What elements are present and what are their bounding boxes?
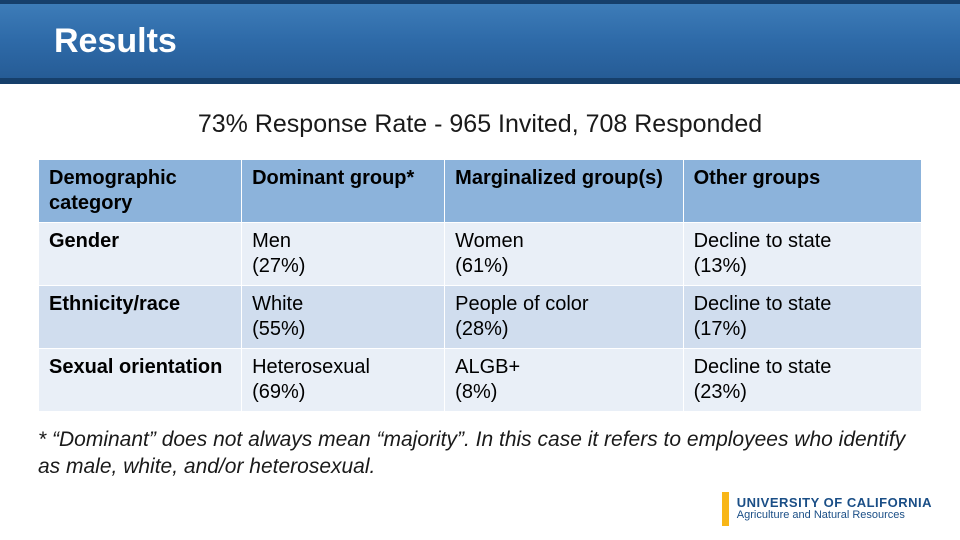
cell-dominant: White(55%) [242,286,445,349]
response-summary: 73% Response Rate - 965 Invited, 708 Res… [0,110,960,139]
table-row: Sexual orientation Heterosexual(69%) ALG… [39,349,922,412]
demographics-table: Demographic category Dominant group* Mar… [38,159,922,412]
table-row: Gender Men(27%) Women(61%) Decline to st… [39,223,922,286]
cell-category: Sexual orientation [39,349,242,412]
demographics-table-wrap: Demographic category Dominant group* Mar… [0,159,960,412]
cell-dominant: Heterosexual(69%) [242,349,445,412]
footnote: * “Dominant” does not always mean “major… [0,412,960,481]
title-bar: Results [0,0,960,84]
page-title: Results [54,22,177,61]
col-header-marginalized: Marginalized group(s) [445,160,683,223]
logo-text: UNIVERSITY OF CALIFORNIA Agriculture and… [737,496,932,521]
logo-line1: UNIVERSITY OF CALIFORNIA [737,496,932,510]
footer-logo: UNIVERSITY OF CALIFORNIA Agriculture and… [722,492,932,526]
cell-dominant: Men(27%) [242,223,445,286]
col-header-other: Other groups [683,160,921,223]
cell-marginalized: People of color(28%) [445,286,683,349]
col-header-dominant: Dominant group* [242,160,445,223]
cell-other: Decline to state(13%) [683,223,921,286]
table-row: Ethnicity/race White(55%) People of colo… [39,286,922,349]
col-header-demographic: Demographic category [39,160,242,223]
logo-line2: Agriculture and Natural Resources [737,510,932,522]
cell-category: Ethnicity/race [39,286,242,349]
table-header-row: Demographic category Dominant group* Mar… [39,160,922,223]
logo-accent-bar [722,492,729,526]
cell-other: Decline to state(17%) [683,286,921,349]
cell-category: Gender [39,223,242,286]
cell-other: Decline to state(23%) [683,349,921,412]
cell-marginalized: Women(61%) [445,223,683,286]
cell-marginalized: ALGB+(8%) [445,349,683,412]
